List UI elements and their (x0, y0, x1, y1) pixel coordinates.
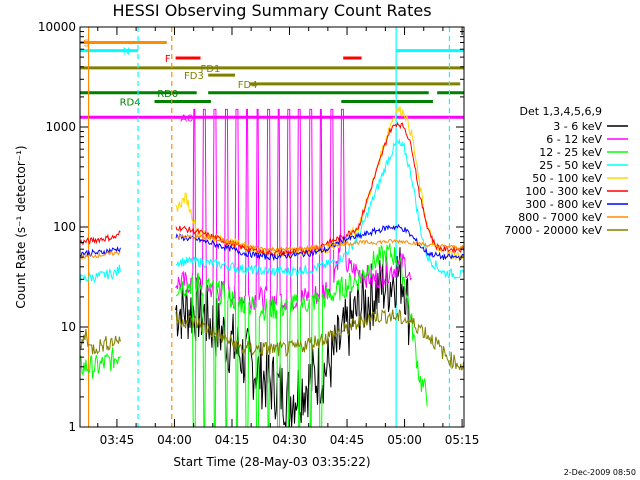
legend-entry-label: 7000 - 20000 keV (504, 224, 602, 237)
flag-label-rd0: RD0 (157, 89, 178, 100)
flag-label-fd4: FD4 (238, 80, 258, 91)
y-tick-label: 10000 (38, 20, 76, 34)
x-tick-label: 04:15 (215, 433, 250, 447)
flag-label-a0: A0 (180, 113, 193, 124)
chart-title: HESSI Observing Summary Count Rates (112, 1, 431, 20)
legend-entry-label: 6 - 12 keV (546, 133, 602, 146)
legend-title: Det 1,3,4,5,6,9 (519, 105, 602, 118)
series-line-12to25keV (79, 243, 428, 428)
x-axis-label: Start Time (28-May-03 03:35:22) (173, 455, 370, 469)
x-tick-label: 03:45 (100, 433, 135, 447)
y-tick-label: 10 (61, 320, 76, 334)
legend-entry-label: 12 - 25 keV (539, 146, 602, 159)
series-line-300to800keV (79, 223, 464, 262)
x-tick-label: 05:15 (445, 433, 480, 447)
y-axis-ticks: 1 10 100 1000 10000 (38, 20, 464, 434)
flag-label-f: F (165, 54, 171, 65)
legend-entry-label: 25 - 50 keV (539, 159, 602, 172)
y-tick-label: 1000 (45, 120, 76, 134)
series-line-7000to20000keV (79, 309, 465, 371)
x-tick-label: 05:00 (387, 433, 422, 447)
series-line-6to12keV (175, 108, 412, 311)
series-line-800to7000keV (79, 233, 465, 261)
flag-label-n: N (123, 47, 130, 58)
y-tick-label: 100 (53, 220, 76, 234)
vertical-markers (87, 27, 451, 427)
y-axis-label: Count Rate (s⁻¹ detector⁻¹) (14, 145, 28, 308)
flag-label-fd3: FD3 (184, 71, 204, 82)
x-tick-label: 04:30 (272, 433, 307, 447)
flag-label-s: S (83, 38, 89, 49)
y-tick-label: 1 (68, 420, 76, 434)
x-tick-label: 04:45 (330, 433, 365, 447)
legend-entry-label: 300 - 800 keV (525, 198, 602, 211)
legend-entry-label: 800 - 7000 keV (518, 211, 602, 224)
series-line-25to50keV (79, 138, 465, 284)
legend-entry-label: 3 - 6 keV (553, 120, 602, 133)
footer-date: 2-Dec-2009 08:50 (564, 468, 636, 477)
legend-entry-label: 50 - 100 keV (532, 172, 602, 185)
flag-label-fd1: FD1 (201, 64, 221, 75)
flag-label-rd4: RD4 (120, 97, 141, 108)
series-lines (79, 106, 465, 428)
legend-entry-label: 100 - 300 keV (525, 185, 602, 198)
x-tick-label: 04:00 (157, 433, 192, 447)
x-axis-ticks: 03:45 04:00 04:15 04:30 04:45 05:00 05:15 (97, 27, 480, 447)
series-line-3to6keV (175, 247, 410, 428)
